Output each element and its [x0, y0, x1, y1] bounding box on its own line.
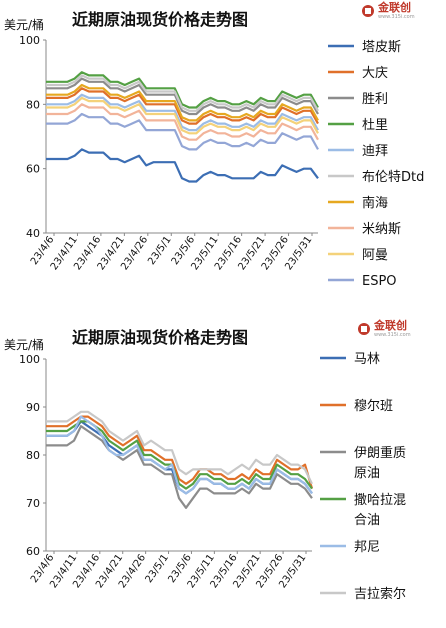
legend-label: 塔皮斯 — [362, 40, 401, 55]
series-line-ESPO — [46, 112, 319, 151]
logo-text: 金联创 — [374, 319, 407, 332]
legend-label: 吉拉索尔 — [354, 587, 406, 602]
y-tick-label: 90 — [26, 401, 40, 414]
legend-label: ESPO — [362, 274, 397, 289]
series-line-大庆 — [46, 87, 319, 125]
legend-label: 邦尼 — [354, 540, 380, 555]
y-tick-label: 40 — [26, 227, 40, 240]
chart-title: 近期原油现货价格走势图 — [71, 328, 248, 347]
y-axis-unit: 美元/桶 — [4, 18, 45, 32]
y-tick-label: 60 — [26, 545, 40, 558]
logo-icon — [362, 5, 374, 17]
y-tick-label: 100 — [19, 353, 40, 366]
legend-label: 布伦特Dtd — [362, 170, 424, 185]
series-line-杜里 — [46, 71, 319, 109]
x-tick-label: 23/5/1 — [146, 234, 173, 267]
y-tick-label: 80 — [26, 98, 40, 111]
line-chart-2: 6070809010023/4/623/4/1123/4/1623/4/2123… — [19, 352, 406, 602]
legend-label: 原油 — [354, 466, 380, 481]
series-line-塔皮斯 — [46, 148, 319, 183]
legend-label: 大庆 — [362, 66, 388, 81]
logo: 金联创 www.315i.com — [356, 320, 411, 338]
y-axis-unit: 美元/桶 — [4, 338, 45, 352]
legend-label: 胜利 — [362, 92, 388, 107]
legend-label: 迪拜 — [362, 144, 388, 159]
series-line-穆尔班 — [46, 415, 314, 489]
series-line-阿曼 — [46, 96, 319, 135]
series-line-邦尼 — [46, 415, 313, 495]
logo-icon — [358, 323, 370, 335]
logo-text: 金联创 — [378, 1, 411, 14]
legend-label: 阿曼 — [362, 248, 388, 263]
logo-url: www.315i.com — [378, 14, 415, 20]
chart-panel-1: 近期原油现货价格走势图 美元/桶 金联创 www.315i.com 40 60 80… — [0, 0, 446, 310]
legend-label: 杜里 — [362, 118, 388, 133]
y-tick-label: 60 — [26, 163, 40, 176]
chart-title: 近期原油现货价格走势图 — [71, 10, 248, 29]
legend-label: 马林 — [354, 352, 380, 367]
legend-label: 撒哈拉混 — [354, 492, 406, 508]
y-tick-label: 100 — [19, 34, 40, 47]
logo-url: www.315i.com — [374, 332, 411, 338]
legend-label: 合油 — [354, 513, 380, 528]
legend-label: 南海 — [362, 195, 388, 211]
series-line-迪拜 — [46, 93, 319, 132]
series-line-南海 — [46, 83, 319, 122]
series-line-伊朗重质原油 — [46, 425, 313, 509]
series-line-吉拉索尔 — [46, 410, 313, 485]
y-tick-label: 80 — [26, 449, 40, 462]
y-tick-label: 70 — [26, 497, 40, 510]
series-line-布伦特Dtd — [46, 74, 319, 112]
legend-label: 穆尔班 — [354, 399, 393, 414]
chart-panel-2: 近期原油现货价格走势图 美元/桶 金联创 www.315i.com 60 70 80… — [0, 316, 446, 624]
logo: 金联创 www.315i.com — [360, 2, 415, 20]
legend-label: 伊朗重质 — [354, 445, 406, 461]
series-line-胜利 — [46, 77, 319, 116]
line-chart-1: 40608010023/4/623/4/1123/4/1623/4/2123/4… — [19, 34, 424, 289]
legend-label: 米纳斯 — [362, 222, 401, 237]
series-line-米纳斯 — [46, 103, 319, 141]
